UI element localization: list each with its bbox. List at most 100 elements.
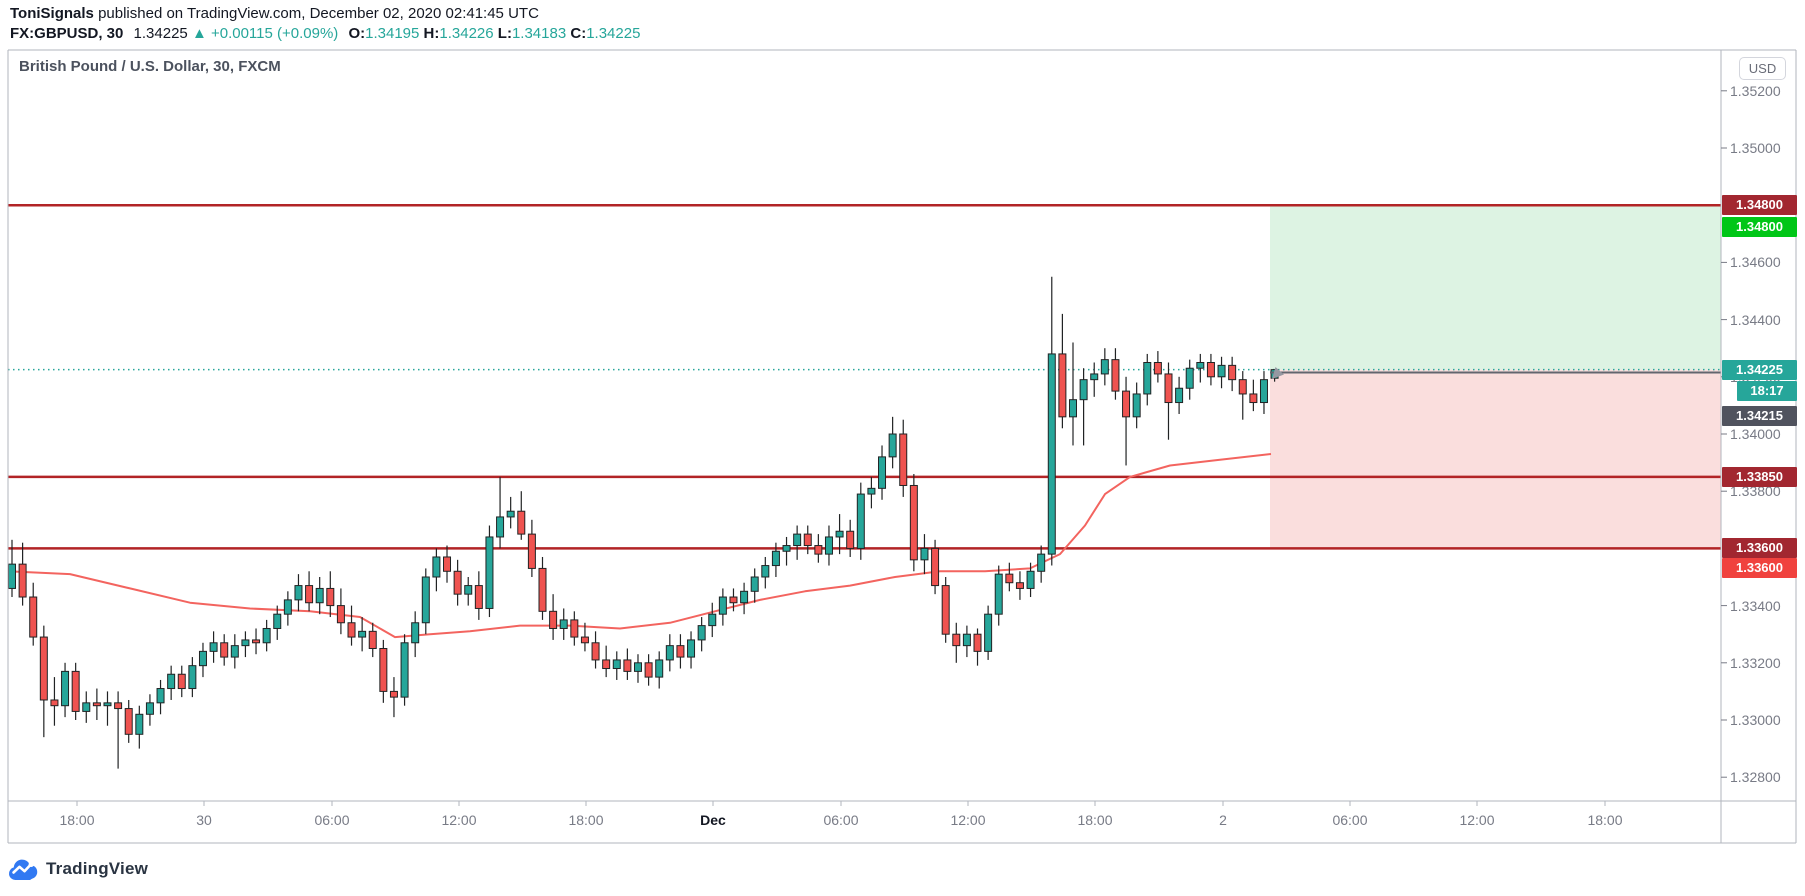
ohlc-label: C: <box>570 25 587 42</box>
candle-up <box>411 622 420 644</box>
currency-toggle-button[interactable]: USD <box>1739 57 1786 80</box>
candle-up <box>1175 387 1184 404</box>
candle-up <box>103 702 112 707</box>
ohlc-label: L: <box>497 25 512 42</box>
candle-up <box>984 613 993 652</box>
price-axis-label: 1.34600 <box>1730 254 1781 271</box>
candle-down <box>220 642 229 658</box>
candle-down <box>177 673 186 690</box>
candle-up <box>156 688 165 704</box>
candle-up <box>230 645 239 658</box>
candle-up <box>1143 362 1152 395</box>
candle-up <box>1185 367 1194 389</box>
price-axis-label: 1.35000 <box>1730 140 1781 156</box>
candle-up <box>1100 359 1109 375</box>
candle-down <box>114 702 123 710</box>
candle-up <box>315 587 324 604</box>
candle-up <box>135 713 144 735</box>
candle-down <box>549 610 558 629</box>
ohlc-value: 1.34225 <box>586 25 641 42</box>
candle-down <box>347 622 356 638</box>
candle-up <box>506 510 515 518</box>
candle-up <box>432 556 441 578</box>
price-badge[interactable]: 1.33850 <box>1722 466 1797 487</box>
candle-up <box>665 645 674 661</box>
candle-down <box>1228 364 1237 381</box>
candle-up <box>358 630 367 638</box>
candle-up <box>294 585 303 601</box>
price-badge[interactable]: 1.34215 <box>1722 405 1797 426</box>
candle-down <box>326 587 335 607</box>
candle-up <box>61 670 70 707</box>
time-axis-label: Dec <box>700 812 726 828</box>
candle-down <box>1122 390 1131 418</box>
ohlc-value: 1.34226 <box>439 25 494 42</box>
candle-down <box>602 659 611 670</box>
candle-down <box>50 699 59 707</box>
candle-up <box>962 633 971 647</box>
candle-up <box>750 576 759 592</box>
price-badge[interactable]: 1.33600 <box>1722 558 1797 579</box>
candle-up <box>167 673 176 690</box>
candle-down <box>305 585 314 604</box>
candle-up <box>1079 379 1088 401</box>
candle-up <box>782 545 791 552</box>
price-badge[interactable]: 1.33600 <box>1722 538 1797 559</box>
publish-info: published on TradingView.com, December 0… <box>93 5 539 22</box>
candle-down <box>846 530 855 549</box>
price-badge[interactable]: 1.34800 <box>1722 217 1797 238</box>
candle-down <box>39 636 48 701</box>
candle-up <box>687 639 696 658</box>
candle-up <box>1259 379 1268 404</box>
candle-down <box>909 484 918 561</box>
candle-up <box>1090 373 1099 381</box>
profit-zone[interactable] <box>1270 205 1721 370</box>
time-axis-label: 06:00 <box>823 812 859 828</box>
candle-down <box>379 648 388 692</box>
candle-down <box>941 585 950 635</box>
candle-down <box>580 636 589 644</box>
candle-up <box>888 433 897 458</box>
time-axis-label: 12:00 <box>950 812 986 828</box>
candle-down <box>29 596 38 638</box>
candle-up <box>188 665 197 690</box>
candle-up <box>8 563 16 589</box>
tradingview-logo[interactable]: TradingView <box>8 857 148 881</box>
publisher-name: ToniSignals <box>10 5 94 22</box>
candle-down <box>1153 362 1162 375</box>
candle-up <box>856 493 865 549</box>
candle-down <box>517 510 526 535</box>
candle-up <box>464 585 473 595</box>
price-badge[interactable]: 1.34225 <box>1722 359 1797 380</box>
candle-up <box>824 536 833 555</box>
candle-up <box>920 547 929 561</box>
candle-down <box>1206 362 1215 378</box>
candle-down <box>527 533 536 569</box>
price-axis-label: 1.34400 <box>1730 311 1781 328</box>
publish-header: ToniSignals published on TradingView.com… <box>10 5 539 22</box>
candle-down <box>814 545 823 555</box>
symbol-header: FX:GBPUSD, 30 1.34225 ▲ +0.00115 (+0.09%… <box>10 25 640 42</box>
candle-down <box>644 662 653 678</box>
candle-up <box>273 613 282 629</box>
candle-down <box>1164 373 1173 404</box>
candle-up <box>1132 393 1141 418</box>
candle-up <box>708 613 717 627</box>
position-drag-handle[interactable] <box>1272 367 1284 379</box>
candle-up <box>612 659 621 670</box>
bar-countdown-badge[interactable]: 18:17 <box>1737 380 1797 401</box>
candle-up <box>1037 553 1046 572</box>
price-axis-label: 1.33000 <box>1730 712 1781 728</box>
candle-down <box>1238 379 1247 395</box>
candle-down <box>952 633 961 647</box>
ohlc-value: 1.34195 <box>365 25 420 42</box>
price-axis-label: 1.35200 <box>1730 82 1781 99</box>
candle-up <box>496 516 505 538</box>
candle-up <box>198 650 207 667</box>
candle-up <box>771 550 780 567</box>
loss-zone[interactable] <box>1270 369 1721 549</box>
price-badge[interactable]: 1.34800 <box>1722 195 1797 216</box>
candle-down <box>92 702 101 707</box>
last-price: 1.34225 <box>133 25 188 42</box>
